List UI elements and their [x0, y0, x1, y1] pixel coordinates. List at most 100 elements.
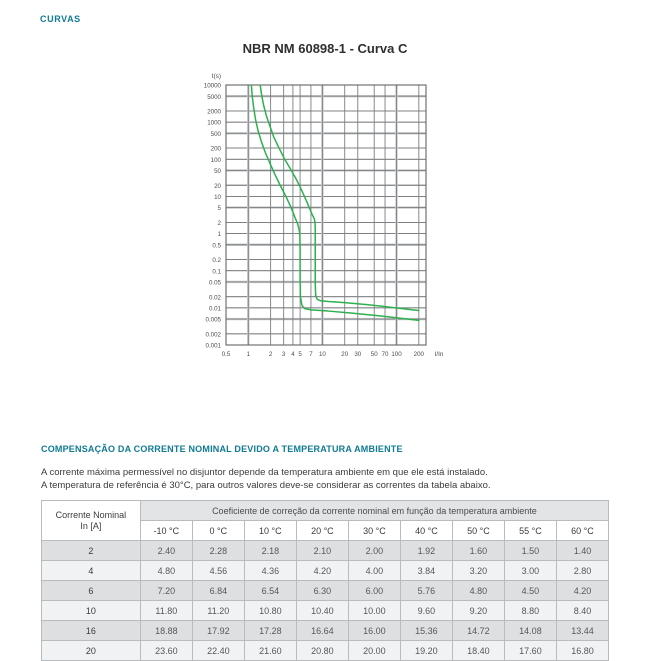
plot-frame [225, 84, 427, 346]
x-axis-tick-label: 5 [298, 351, 302, 358]
cell-coef-1: 2.28 [191, 540, 245, 561]
cell-coef-7: 17.60 [503, 640, 557, 661]
y-axis-tick-label: 0.01 [209, 305, 222, 312]
cell-coef-4: 20.00 [347, 640, 401, 661]
cell-coef-0: 2.40 [139, 540, 193, 561]
x-axis-tick-label: 7 [309, 351, 313, 358]
y-axis-tick-label: 0.001 [206, 343, 222, 350]
cell-coef-7: 8.80 [503, 600, 557, 621]
cell-corrente-nominal: 4 [41, 560, 141, 581]
th-temp-0: -10 °C [139, 520, 193, 541]
cell-coef-2: 6.54 [243, 580, 297, 601]
th-corrente-nominal: Corrente Nominal In [A] [41, 500, 141, 541]
th-temp-6: 50 °C [451, 520, 505, 541]
y-axis-tick-label: 500 [211, 131, 222, 138]
cell-coef-4: 10.00 [347, 600, 401, 621]
cell-coef-1: 6.84 [191, 580, 245, 601]
cell-coef-7: 1.50 [503, 540, 557, 561]
curve-upper-boundary [259, 85, 420, 312]
y-axis-tick-label: 10 [214, 194, 221, 201]
y-axis-tick-label: 1000 [207, 120, 221, 127]
cell-coef-7: 4.50 [503, 580, 557, 601]
cell-coef-6: 4.80 [451, 580, 505, 601]
cell-coef-5: 9.60 [399, 600, 453, 621]
y-axis-tick-label: 5000 [207, 94, 221, 101]
x-axis-tick-label: 70 [382, 351, 389, 358]
th-nominal-line1: Corrente Nominal [55, 509, 127, 520]
x-axis-tick-label: 2 [269, 351, 273, 358]
cell-coef-8: 16.80 [555, 640, 610, 661]
cell-corrente-nominal: 10 [41, 600, 141, 621]
x-axis-tick-label: 200 [414, 351, 425, 358]
cell-coef-0: 18.88 [139, 620, 193, 641]
chart-title: NBR NM 60898-1 - Curva C [242, 41, 408, 56]
y-axis-tick-label: 10000 [204, 83, 222, 90]
chart-svg: 100005000200010005002001005020105210.50.… [204, 73, 444, 358]
cell-coef-6: 3.20 [451, 560, 505, 581]
x-axis-tick-label: 100 [391, 351, 402, 358]
table-body: 2 2.40 2.28 2.18 2.10 2.00 1.92 1.60 1.50 1.40 4 4.… [41, 540, 610, 661]
cell-corrente-nominal: 20 [41, 640, 141, 661]
cell-coef-1: 4.56 [191, 560, 245, 581]
cell-coef-8: 8.40 [555, 600, 610, 621]
table-row: 16 18.88 17.92 17.28 16.64 16.00 15.36 14.72 14.… [41, 620, 610, 641]
compensation-table: Corrente Nominal In [A] Coeficiente de c… [41, 500, 610, 661]
cell-coef-3: 4.20 [295, 560, 349, 581]
section-label-curvas: CURVAS [40, 14, 81, 24]
x-axis-tick-label: 50 [371, 351, 378, 358]
y-axis-tick-label: 50 [214, 168, 221, 175]
cell-coef-3: 20.80 [295, 640, 349, 661]
cell-coef-3: 6.30 [295, 580, 349, 601]
y-axis-tick-label: 0.05 [209, 279, 222, 286]
x-axis-tick-label: 10 [319, 351, 326, 358]
cell-coef-0: 11.80 [139, 600, 193, 621]
y-axis-tick-label: 2 [218, 220, 222, 227]
th-coeficiente-span: Coeficiente de correção da corrente nomi… [139, 500, 610, 521]
cell-coef-6: 14.72 [451, 620, 505, 641]
x-axis-tick-label: 3 [282, 351, 286, 358]
cell-corrente-nominal: 6 [41, 580, 141, 601]
cell-coef-7: 14.08 [503, 620, 557, 641]
cell-coef-1: 17.92 [191, 620, 245, 641]
cell-coef-3: 10.40 [295, 600, 349, 621]
cell-corrente-nominal: 2 [41, 540, 141, 561]
cell-coef-4: 2.00 [347, 540, 401, 561]
table-row: 6 7.20 6.84 6.54 6.30 6.00 5.76 4.80 4.50 4.20 [41, 580, 610, 601]
cell-coef-2: 10.80 [243, 600, 297, 621]
curve-lower-boundary [250, 85, 420, 322]
note-line-1: A corrente máxima permessível no disjunt… [41, 467, 488, 478]
y-axis-tick-label: 200 [211, 146, 222, 153]
th-nominal-line2: In [A] [80, 520, 102, 531]
cell-coef-8: 4.20 [555, 580, 610, 601]
compensation-table-wrap: Corrente Nominal In [A] Coeficiente de c… [41, 500, 610, 661]
table-row: 2 2.40 2.28 2.18 2.10 2.00 1.92 1.60 1.50 1.40 [41, 540, 610, 561]
x-axis-tick-label: 4 [291, 351, 295, 358]
notes-block: A corrente máxima permessível no disjunt… [41, 466, 621, 492]
cell-coef-4: 4.00 [347, 560, 401, 581]
cell-coef-4: 16.00 [347, 620, 401, 641]
table-header-row-1: Corrente Nominal In [A] Coeficiente de c… [41, 500, 610, 541]
note-line-2: A temperatura de referência é 30°C, para… [41, 480, 491, 491]
th-temp-5: 40 °C [399, 520, 453, 541]
x-axis-tick-label: 30 [354, 351, 361, 358]
y-axis-tick-label: 0.02 [209, 294, 222, 301]
y-axis-tick-label: 0.1 [212, 268, 221, 275]
table-row: 20 23.60 22.40 21.60 20.80 20.00 19.20 18.40 17.… [41, 640, 610, 661]
cell-coef-5: 1.92 [399, 540, 453, 561]
cell-coef-3: 16.64 [295, 620, 349, 641]
y-axis-tick-label: 20 [214, 183, 221, 190]
cell-coef-0: 4.80 [139, 560, 193, 581]
y-axis-tick-label: 100 [211, 157, 222, 164]
cell-coef-6: 9.20 [451, 600, 505, 621]
y-axis-tick-label: 0.2 [212, 257, 221, 264]
table-head: Corrente Nominal In [A] Coeficiente de c… [41, 500, 610, 541]
y-axis-tick-label: 2000 [207, 109, 221, 116]
th-temp-4: 30 °C [347, 520, 401, 541]
cell-coef-5: 15.36 [399, 620, 453, 641]
section-label-compensacao: COMPENSAÇÃO DA CORRENTE NOMINAL DEVIDO A… [41, 444, 403, 454]
th-temp-8: 60 °C [555, 520, 610, 541]
cell-coef-6: 18.40 [451, 640, 505, 661]
y-axis-tick-label: 0.005 [206, 317, 222, 324]
cell-coef-5: 19.20 [399, 640, 453, 661]
x-axis-title: I/In [435, 351, 444, 358]
